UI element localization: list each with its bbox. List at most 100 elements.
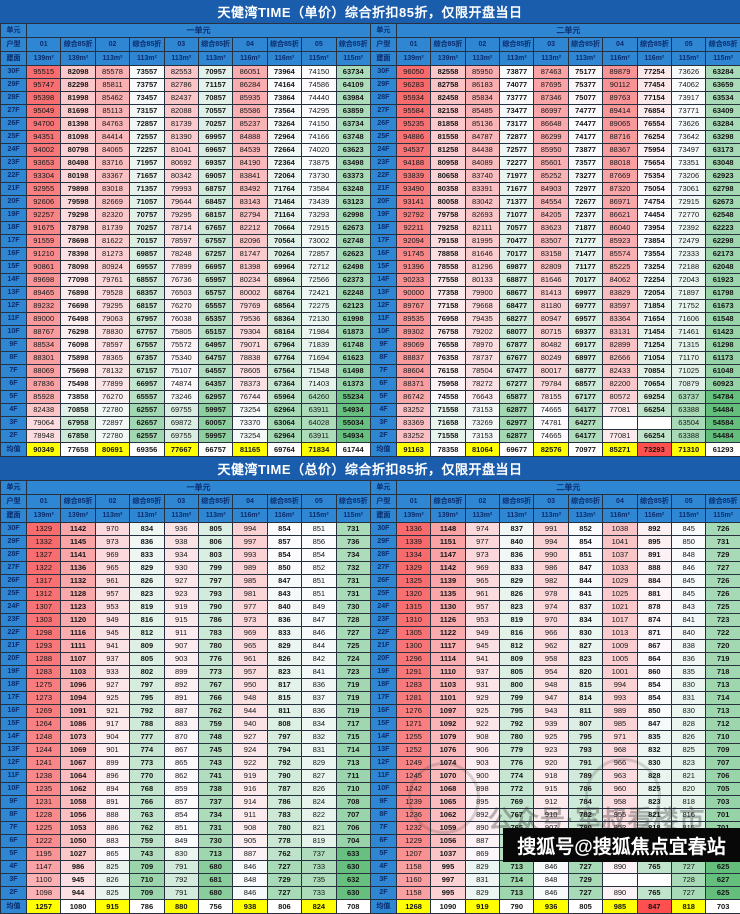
price-cell: 981 <box>232 587 268 601</box>
price-cell: 776 <box>499 756 535 770</box>
price-cell: 930 <box>163 561 199 575</box>
price-cell: 71357 <box>129 182 165 196</box>
price-cell: 94188 <box>395 156 432 170</box>
price-cell: 1303 <box>25 613 62 627</box>
area-column-header: 116m² <box>232 508 268 523</box>
price-cell: 68977 <box>567 351 604 365</box>
price-cell: 71157 <box>197 78 234 92</box>
floor-label: 24F <box>369 143 397 157</box>
floor-label: 22F <box>0 626 27 640</box>
price-cell: 68157 <box>197 208 234 222</box>
floor-label: 21F <box>369 639 397 653</box>
price-cell: 1305 <box>395 626 432 640</box>
price-cell: 892 <box>464 808 501 822</box>
price-cell: 748 <box>197 730 234 744</box>
type-column-header: 03 <box>533 37 569 52</box>
price-cell: 63284 <box>705 117 740 131</box>
price-cell: 78605 <box>232 364 268 378</box>
floor-label: 30F <box>369 522 397 536</box>
average-price-cell: 806 <box>266 899 303 914</box>
price-cell: 793 <box>567 743 604 757</box>
type-column-header: 综合85折 <box>705 494 740 509</box>
price-cell: 965 <box>464 574 501 588</box>
price-cell: 76158 <box>430 364 466 378</box>
price-cell: 874 <box>636 613 673 627</box>
price-cell: 82669 <box>94 195 131 209</box>
price-cell: 710 <box>335 782 371 796</box>
price-cell: 1145 <box>60 535 96 549</box>
floor-label: 27F <box>0 561 27 575</box>
price-cell: 854 <box>266 548 303 562</box>
price-cell: 71177 <box>567 260 604 274</box>
price-cell: 62223 <box>705 221 740 235</box>
price-cell: 87463 <box>533 65 569 79</box>
price-cell: 1009 <box>602 639 638 653</box>
type-column-header: 综合85折 <box>430 494 466 509</box>
price-cell: 67157 <box>129 364 165 378</box>
price-cell: 822 <box>301 808 337 822</box>
price-cell: 950 <box>232 678 268 692</box>
price-cell: 993 <box>232 548 268 562</box>
floor-label: 29F <box>0 78 27 92</box>
floor-label: 26F <box>369 117 397 131</box>
price-cell: 77098 <box>60 273 96 287</box>
price-cell: 72566 <box>301 273 337 287</box>
price-cell: 92211 <box>395 221 432 235</box>
price-cell: 67964 <box>266 338 303 352</box>
price-cell: 75077 <box>567 91 604 105</box>
area-column-header: 116m² <box>266 508 303 523</box>
price-cell: 816 <box>129 613 165 627</box>
price-cell: 805 <box>197 522 234 536</box>
price-cell: 61748 <box>335 338 371 352</box>
price-cell: 94886 <box>395 130 432 144</box>
corner-type-label: 户型 <box>0 37 27 52</box>
price-cell: 723 <box>335 665 371 679</box>
price-cell: 1231 <box>25 795 62 809</box>
price-cell: 834 <box>301 717 337 731</box>
price-cell: 77254 <box>636 65 673 79</box>
floor-label: 24F <box>0 600 27 614</box>
price-cell: 888 <box>94 808 131 822</box>
floor-label: 7F <box>369 364 397 378</box>
unit-price-table-title: 天健湾TIME（单价）综合折扣85折，仅限开盘当日 <box>0 0 740 23</box>
price-cell: 914 <box>232 795 268 809</box>
price-cell: 64277 <box>567 416 604 430</box>
price-cell: 63984 <box>335 91 371 105</box>
price-cell: 970 <box>94 522 131 536</box>
price-cell: 73730 <box>301 169 337 183</box>
average-price-cell: 90349 <box>25 442 62 457</box>
type-column-header: 综合85折 <box>197 494 234 509</box>
price-cell: 941 <box>464 652 501 666</box>
price-cell: 891 <box>94 795 131 809</box>
price-cell: 63504 <box>671 416 707 430</box>
price-cell: 70854 <box>636 364 673 378</box>
price-cell: 797 <box>266 730 303 744</box>
price-cell: 1339 <box>395 535 432 549</box>
price-cell: 955 <box>602 808 638 822</box>
price-cell: 55034 <box>335 416 371 430</box>
price-cell: 681 <box>197 873 234 887</box>
price-cell: 72557 <box>129 130 165 144</box>
price-cell: 81296 <box>464 260 501 274</box>
price-cell: 86997 <box>533 104 569 118</box>
price-cell: 86051 <box>232 65 268 79</box>
price-cell: 1315 <box>395 600 432 614</box>
price-cell: 76958 <box>430 312 466 326</box>
price-cell: 867 <box>163 743 199 757</box>
price-cell: 727 <box>266 886 303 900</box>
price-cell: 81998 <box>60 91 96 105</box>
price-cell: 821 <box>301 821 337 835</box>
price-cell: 69057 <box>197 169 234 183</box>
price-cell: 94537 <box>395 143 432 157</box>
price-cell: 85252 <box>533 169 569 183</box>
type-column-header: 05 <box>301 494 337 509</box>
price-cell: 81413 <box>533 286 569 300</box>
price-cell: 93839 <box>395 169 432 183</box>
price-cell: 854 <box>301 548 337 562</box>
price-cell: 851 <box>301 587 337 601</box>
price-cell: 837 <box>499 522 535 536</box>
price-cell: 847 <box>301 613 337 627</box>
price-cell: 941 <box>94 639 131 653</box>
price-cell: 745 <box>197 743 234 757</box>
price-cell: 79158 <box>430 234 466 248</box>
